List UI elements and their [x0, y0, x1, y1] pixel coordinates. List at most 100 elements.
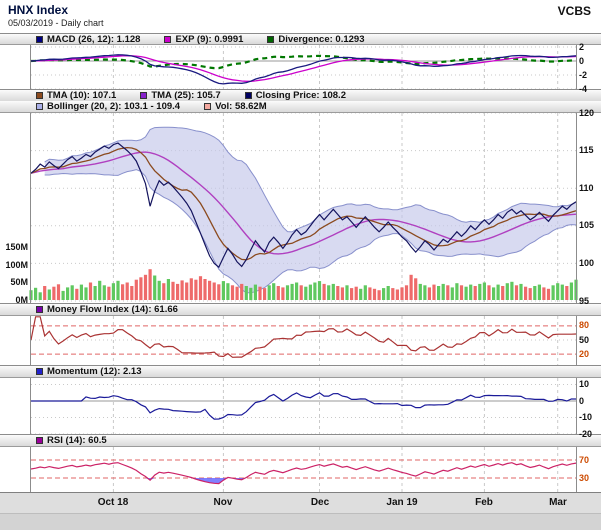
axis-label: 100M — [5, 259, 28, 270]
axis-label: -2 — [579, 69, 588, 80]
macd-legend: MACD (26, 12): 1.128 EXP (9): 0.9991 Diver… — [0, 33, 601, 45]
volume-bar — [258, 286, 262, 300]
legend-color-swatch — [36, 92, 43, 99]
volume-bar — [130, 286, 134, 300]
volume-bar — [350, 288, 354, 300]
volume-bar — [194, 279, 198, 300]
legend-label: Bollinger (20, 2): 103.1 - 109.4 — [47, 101, 181, 112]
volume-bar — [134, 279, 138, 300]
volume-bar — [528, 288, 532, 300]
legend-label: Divergence: 0.1293 — [278, 33, 365, 45]
volume-bar — [496, 284, 500, 300]
volume-bar — [176, 283, 180, 300]
volume-bar — [450, 287, 454, 300]
volume-bar — [299, 285, 303, 300]
volume-bar — [70, 285, 74, 300]
volume-bar — [322, 283, 326, 300]
volume-bar — [542, 287, 546, 300]
x-tick-label: Mar — [549, 497, 567, 508]
volume-bar — [414, 278, 418, 300]
volume-bar — [272, 283, 276, 300]
volume-bar — [180, 280, 184, 300]
volume-bar — [121, 284, 125, 301]
volume-bar — [143, 274, 148, 300]
volume-bar — [267, 285, 271, 300]
volume-bar — [102, 285, 106, 300]
tma25-line — [30, 151, 577, 255]
volume-bar — [56, 284, 61, 301]
volume-bar — [501, 286, 505, 300]
volume-bar — [185, 282, 189, 300]
legend-label: TMA (25): 105.7 — [151, 90, 221, 101]
axis-label: 80 — [579, 320, 590, 331]
axis-label: 2 — [579, 41, 585, 52]
legend-macd-item: Divergence: 0.1293 — [267, 33, 365, 45]
right-axis-labels: 2 0 -2 -4 120 115 110 105 100 95 80 50 20 10 0 -10 -20 70… — [579, 0, 601, 530]
axis-label: 50 — [579, 334, 590, 345]
volume-bar — [340, 287, 344, 300]
chart-subtitle: 05/03/2019 - Daily chart — [8, 18, 104, 28]
legend-mfi-item: Money Flow Index (14): 61.66 — [36, 304, 178, 315]
bottom-strip — [0, 513, 601, 530]
volume-bar — [308, 284, 312, 300]
volume-bar — [75, 288, 79, 300]
legend-label: Money Flow Index (14): 61.66 — [47, 304, 178, 315]
volume-bar — [492, 287, 496, 300]
volume-bar — [560, 284, 564, 300]
volume-bar — [482, 282, 486, 300]
volume-bar — [263, 288, 267, 300]
x-tick-label: Jan 19 — [386, 497, 418, 508]
chart-header: HNX Index 05/03/2019 - Daily chart VCBS — [0, 0, 601, 33]
volume-bar — [153, 275, 157, 300]
volume-bar — [52, 286, 56, 300]
volume-bar — [556, 283, 560, 300]
axis-label: 110 — [579, 182, 594, 193]
volume-bar — [537, 284, 541, 300]
legend-macd-item: MACD (26, 12): 1.128 — [36, 33, 141, 45]
axis-label: 50M — [10, 277, 28, 287]
volume-bar — [198, 276, 203, 300]
volume-bar — [221, 281, 225, 300]
x-tick-label: Dec — [310, 497, 330, 508]
legend-color-swatch — [36, 306, 43, 313]
x-tick-label: Feb — [475, 497, 493, 508]
price-plot-background — [30, 113, 577, 303]
volume-bar — [66, 287, 70, 300]
volume-bar — [203, 279, 207, 300]
legend-price1-item: TMA (10): 107.1 — [36, 90, 116, 101]
volume-bar — [464, 286, 468, 300]
volume-bar — [437, 286, 441, 300]
legend-macd-item: EXP (9): 0.9991 — [164, 34, 243, 44]
macd-line — [30, 54, 577, 85]
bollinger-upper-line — [44, 126, 577, 233]
rsi-line — [30, 462, 577, 485]
volume-bar — [84, 287, 88, 300]
volume-axis-labels: 150M 100M 50M 0M — [0, 0, 29, 530]
volume-bar — [47, 289, 51, 300]
axis-label: 70 — [579, 454, 590, 465]
volume-bar — [519, 283, 523, 300]
volume-bar — [446, 285, 450, 300]
legend-label: MACD (26, 12): 1.128 — [47, 33, 141, 45]
volume-bar — [372, 288, 377, 300]
axis-label: 0 — [579, 395, 585, 406]
volume-bar — [418, 283, 422, 300]
legend-price2-item: Bollinger (20, 2): 103.1 - 109.4 — [36, 101, 180, 112]
volume-bar — [313, 282, 317, 300]
closing-price-line — [30, 142, 577, 269]
legend-color-swatch — [140, 92, 148, 99]
x-tick-label: Nov — [213, 497, 233, 508]
mfi-line — [30, 316, 577, 358]
rsi-legend: RSI (14): 60.5 — [0, 434, 601, 447]
legend-color-swatch — [204, 103, 212, 110]
volume-bar — [505, 283, 509, 300]
volume-bar — [230, 285, 235, 300]
price-legend-row1: TMA (10): 107.1 TMA (25): 105.7 Closing Pr… — [0, 89, 601, 101]
volume-bar — [125, 282, 129, 300]
legend-label: TMA (10): 107.1 — [47, 90, 117, 101]
legend-mom-item: Momentum (12): 2.13 — [36, 366, 142, 377]
volume-bar — [441, 283, 445, 300]
volume-bar — [455, 283, 459, 300]
price-legend-row2: Bollinger (20, 2): 103.1 - 109.4 Vol: 58.… — [0, 101, 601, 113]
